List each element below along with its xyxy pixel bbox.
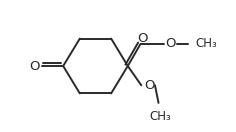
Text: O: O [30, 60, 40, 72]
Text: O: O [144, 79, 154, 92]
Text: CH₃: CH₃ [195, 37, 217, 50]
Text: O: O [166, 37, 176, 50]
Text: CH₃: CH₃ [150, 110, 171, 123]
Text: O: O [137, 32, 148, 45]
